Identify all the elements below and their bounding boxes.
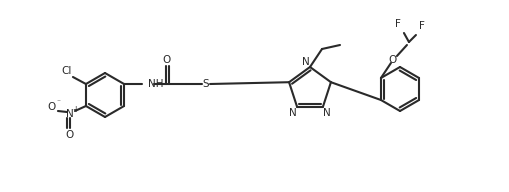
Text: N: N — [289, 108, 297, 118]
Text: F: F — [419, 21, 425, 31]
Text: O: O — [48, 102, 56, 112]
Text: N: N — [323, 108, 331, 118]
Text: O: O — [162, 55, 170, 65]
Text: Cl: Cl — [62, 66, 72, 76]
Text: +: + — [72, 104, 78, 113]
Text: N: N — [66, 109, 74, 119]
Text: NH: NH — [148, 79, 163, 89]
Text: ⁻: ⁻ — [57, 98, 61, 107]
Text: S: S — [203, 79, 209, 89]
Text: O: O — [389, 55, 397, 65]
Text: N: N — [302, 57, 310, 67]
Text: O: O — [66, 130, 74, 140]
Text: F: F — [395, 19, 401, 29]
